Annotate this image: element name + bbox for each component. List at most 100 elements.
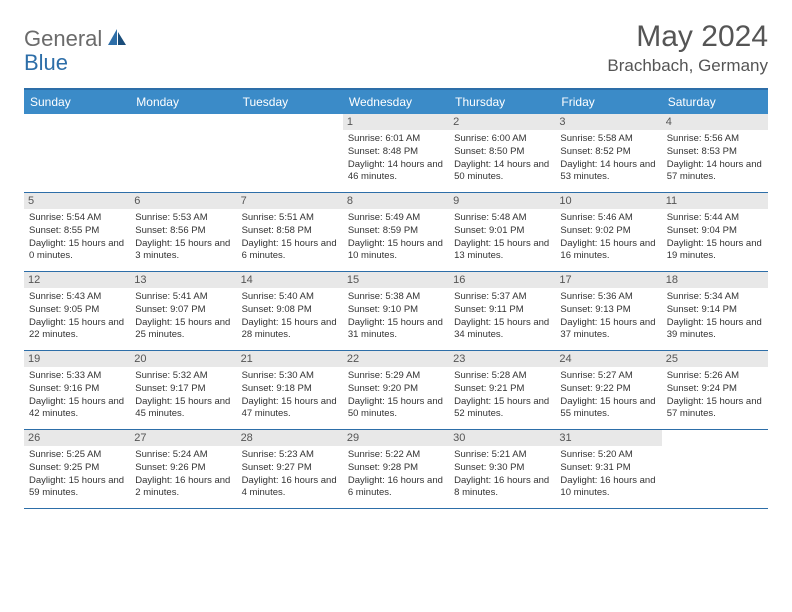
day-number: 23 bbox=[449, 351, 555, 367]
cell-details: Sunrise: 5:44 AMSunset: 9:04 PMDaylight:… bbox=[667, 212, 763, 263]
day-number bbox=[24, 114, 130, 130]
cell-details: Sunrise: 5:46 AMSunset: 9:02 PMDaylight:… bbox=[560, 212, 656, 263]
day-number: 7 bbox=[237, 193, 343, 209]
day-headers-row: SundayMondayTuesdayWednesdayThursdayFrid… bbox=[24, 90, 768, 114]
day-number: 9 bbox=[449, 193, 555, 209]
cell-details: Sunrise: 5:37 AMSunset: 9:11 PMDaylight:… bbox=[454, 291, 550, 342]
calendar-cell: 1 Sunrise: 6:01 AMSunset: 8:48 PMDaylight… bbox=[343, 114, 449, 192]
day-number: 1 bbox=[343, 114, 449, 130]
cell-details: Sunrise: 5:30 AMSunset: 9:18 PMDaylight:… bbox=[242, 370, 338, 421]
calendar-cell: 27 Sunrise: 5:24 AMSunset: 9:26 PMDayligh… bbox=[130, 430, 236, 508]
cell-details: Sunrise: 5:33 AMSunset: 9:16 PMDaylight:… bbox=[29, 370, 125, 421]
logo-sail-icon bbox=[106, 27, 128, 52]
cell-details: Sunrise: 6:00 AMSunset: 8:50 PMDaylight:… bbox=[454, 133, 550, 184]
cell-details: Sunrise: 5:54 AMSunset: 8:55 PMDaylight:… bbox=[29, 212, 125, 263]
calendar-cell: 22 Sunrise: 5:29 AMSunset: 9:20 PMDayligh… bbox=[343, 351, 449, 429]
day-number bbox=[237, 114, 343, 130]
calendar-cell: 25Sunrise: 5:26 AMSunset: 9:24 PMDayligh… bbox=[662, 351, 768, 429]
day-number: 3 bbox=[555, 114, 661, 130]
cell-details: Sunrise: 5:48 AMSunset: 9:01 PMDaylight:… bbox=[454, 212, 550, 263]
calendar-cell: 4Sunrise: 5:56 AMSunset: 8:53 PMDaylight… bbox=[662, 114, 768, 192]
calendar-cell: 12Sunrise: 5:43 AMSunset: 9:05 PMDayligh… bbox=[24, 272, 130, 350]
cell-details: Sunrise: 5:49 AMSunset: 8:59 PMDaylight:… bbox=[348, 212, 444, 263]
cell-details: Sunrise: 5:36 AMSunset: 9:13 PMDaylight:… bbox=[560, 291, 656, 342]
day-number: 8 bbox=[343, 193, 449, 209]
cell-details: Sunrise: 5:40 AMSunset: 9:08 PMDaylight:… bbox=[242, 291, 338, 342]
calendar-cell: 8 Sunrise: 5:49 AMSunset: 8:59 PMDaylight… bbox=[343, 193, 449, 271]
calendar-cell: 5 Sunrise: 5:54 AMSunset: 8:55 PMDaylight… bbox=[24, 193, 130, 271]
day-number: 10 bbox=[555, 193, 661, 209]
day-number: 31 bbox=[555, 430, 661, 446]
cell-details: Sunrise: 5:24 AMSunset: 9:26 PMDaylight:… bbox=[135, 449, 231, 500]
day-number: 20 bbox=[130, 351, 236, 367]
day-number: 30 bbox=[449, 430, 555, 446]
day-number: 25 bbox=[662, 351, 768, 367]
cell-details: Sunrise: 5:32 AMSunset: 9:17 PMDaylight:… bbox=[135, 370, 231, 421]
day-number: 14 bbox=[237, 272, 343, 288]
calendar-cell: 15 Sunrise: 5:38 AMSunset: 9:10 PMDayligh… bbox=[343, 272, 449, 350]
cell-details: Sunrise: 5:43 AMSunset: 9:05 PMDaylight:… bbox=[29, 291, 125, 342]
day-number: 15 bbox=[343, 272, 449, 288]
calendar-cell: 20 Sunrise: 5:32 AMSunset: 9:17 PMDayligh… bbox=[130, 351, 236, 429]
day-number: 5 bbox=[24, 193, 130, 209]
day-number bbox=[662, 430, 768, 446]
day-number: 29 bbox=[343, 430, 449, 446]
day-number: 13 bbox=[130, 272, 236, 288]
calendar-cell: 9 Sunrise: 5:48 AMSunset: 9:01 PMDaylight… bbox=[449, 193, 555, 271]
cell-details: Sunrise: 5:25 AMSunset: 9:25 PMDaylight:… bbox=[29, 449, 125, 500]
calendar-cell: 13 Sunrise: 5:41 AMSunset: 9:07 PMDayligh… bbox=[130, 272, 236, 350]
calendar-cell: 10 Sunrise: 5:46 AMSunset: 9:02 PMDayligh… bbox=[555, 193, 661, 271]
day-number: 21 bbox=[237, 351, 343, 367]
cell-details: Sunrise: 5:29 AMSunset: 9:20 PMDaylight:… bbox=[348, 370, 444, 421]
calendar-week: 1 Sunrise: 6:01 AMSunset: 8:48 PMDaylight… bbox=[24, 114, 768, 193]
day-header: Monday bbox=[130, 90, 236, 114]
cell-details: Sunrise: 5:27 AMSunset: 9:22 PMDaylight:… bbox=[560, 370, 656, 421]
calendar-cell: 24 Sunrise: 5:27 AMSunset: 9:22 PMDayligh… bbox=[555, 351, 661, 429]
cell-details: Sunrise: 5:51 AMSunset: 8:58 PMDaylight:… bbox=[242, 212, 338, 263]
day-number bbox=[130, 114, 236, 130]
day-number: 18 bbox=[662, 272, 768, 288]
cell-details: Sunrise: 5:53 AMSunset: 8:56 PMDaylight:… bbox=[135, 212, 231, 263]
calendar-week: 5 Sunrise: 5:54 AMSunset: 8:55 PMDaylight… bbox=[24, 193, 768, 272]
calendar-week: 19 Sunrise: 5:33 AMSunset: 9:16 PMDayligh… bbox=[24, 351, 768, 430]
calendar-cell bbox=[130, 114, 236, 192]
day-number: 26 bbox=[24, 430, 130, 446]
calendar-cell: 7 Sunrise: 5:51 AMSunset: 8:58 PMDaylight… bbox=[237, 193, 343, 271]
day-number: 22 bbox=[343, 351, 449, 367]
day-header: Tuesday bbox=[237, 90, 343, 114]
month-title: May 2024 bbox=[607, 20, 768, 54]
calendar-cell: 11 Sunrise: 5:44 AMSunset: 9:04 PMDayligh… bbox=[662, 193, 768, 271]
day-number: 11 bbox=[662, 193, 768, 209]
logo: General bbox=[24, 26, 130, 52]
cell-details: Sunrise: 5:38 AMSunset: 9:10 PMDaylight:… bbox=[348, 291, 444, 342]
calendar-cell: 3Sunrise: 5:58 AMSunset: 8:52 PMDaylight… bbox=[555, 114, 661, 192]
day-header: Saturday bbox=[662, 90, 768, 114]
cell-details: Sunrise: 5:22 AMSunset: 9:28 PMDaylight:… bbox=[348, 449, 444, 500]
day-number: 27 bbox=[130, 430, 236, 446]
day-number: 28 bbox=[237, 430, 343, 446]
day-header: Sunday bbox=[24, 90, 130, 114]
cell-details: Sunrise: 5:41 AMSunset: 9:07 PMDaylight:… bbox=[135, 291, 231, 342]
header: General May 2024 Brachbach, Germany bbox=[24, 20, 768, 76]
day-number: 17 bbox=[555, 272, 661, 288]
calendar-cell: 2 Sunrise: 6:00 AMSunset: 8:50 PMDaylight… bbox=[449, 114, 555, 192]
day-number: 2 bbox=[449, 114, 555, 130]
cell-details: Sunrise: 6:01 AMSunset: 8:48 PMDaylight:… bbox=[348, 133, 444, 184]
calendar-cell: 26 Sunrise: 5:25 AMSunset: 9:25 PMDayligh… bbox=[24, 430, 130, 508]
calendar-cell: 16Sunrise: 5:37 AMSunset: 9:11 PMDayligh… bbox=[449, 272, 555, 350]
cell-details: Sunrise: 5:23 AMSunset: 9:27 PMDaylight:… bbox=[242, 449, 338, 500]
calendar-cell: 17 Sunrise: 5:36 AMSunset: 9:13 PMDayligh… bbox=[555, 272, 661, 350]
calendar-cell: 28 Sunrise: 5:23 AMSunset: 9:27 PMDayligh… bbox=[237, 430, 343, 508]
calendar-week: 26 Sunrise: 5:25 AMSunset: 9:25 PMDayligh… bbox=[24, 430, 768, 509]
logo-text-blue: Blue bbox=[24, 50, 68, 75]
day-number: 19 bbox=[24, 351, 130, 367]
calendar-cell: 23Sunrise: 5:28 AMSunset: 9:21 PMDayligh… bbox=[449, 351, 555, 429]
calendar-cell bbox=[24, 114, 130, 192]
logo-text-general: General bbox=[24, 26, 102, 52]
calendar-week: 12Sunrise: 5:43 AMSunset: 9:05 PMDayligh… bbox=[24, 272, 768, 351]
day-number: 24 bbox=[555, 351, 661, 367]
calendar-cell: 29 Sunrise: 5:22 AMSunset: 9:28 PMDayligh… bbox=[343, 430, 449, 508]
calendar-cell bbox=[662, 430, 768, 508]
day-header: Thursday bbox=[449, 90, 555, 114]
calendar-cell: 21 Sunrise: 5:30 AMSunset: 9:18 PMDayligh… bbox=[237, 351, 343, 429]
